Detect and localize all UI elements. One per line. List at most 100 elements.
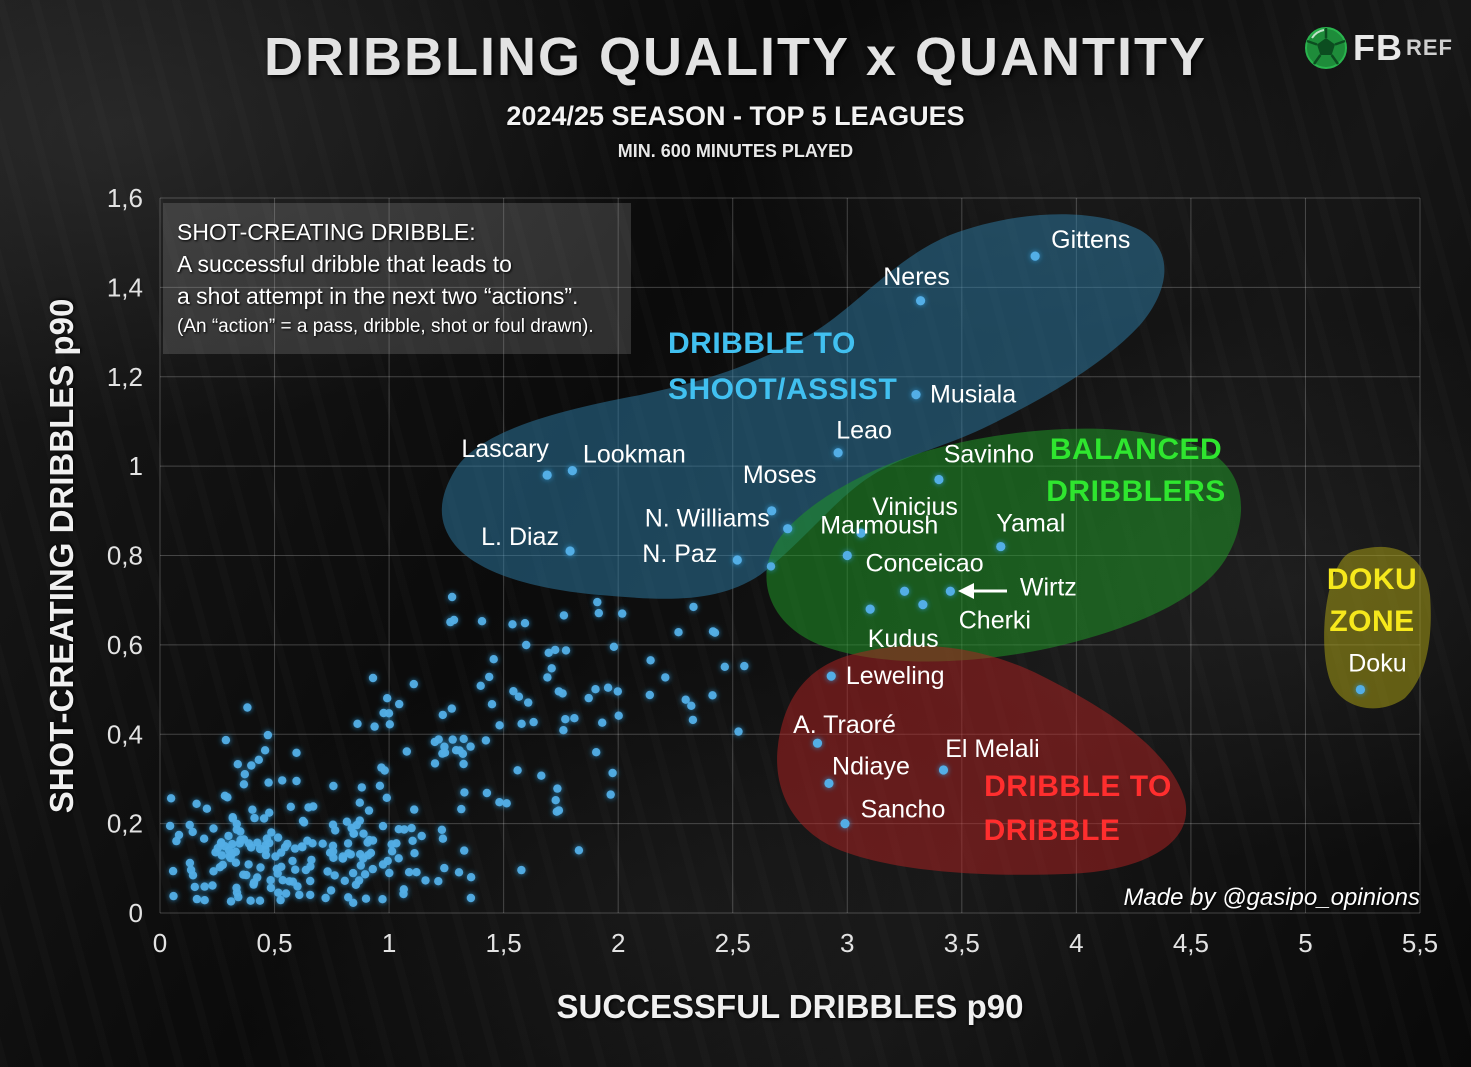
labeled-player-dots-layer	[542, 251, 1366, 829]
data-point	[487, 700, 497, 709]
data-point	[460, 788, 469, 797]
data-point	[603, 683, 613, 692]
data-point	[274, 888, 283, 897]
data-point	[306, 862, 315, 871]
data-point	[281, 889, 291, 898]
player-dot	[918, 600, 928, 610]
data-point	[278, 876, 287, 885]
player-dot	[732, 555, 742, 565]
data-point	[451, 746, 461, 755]
data-point	[264, 778, 273, 787]
player-label: Lookman	[583, 441, 686, 469]
credit-line: Made by @gasipo_opinions	[1123, 884, 1420, 911]
player-label: A. Traoré	[793, 711, 896, 739]
data-point	[308, 839, 317, 848]
data-point	[232, 883, 241, 892]
data-point	[273, 833, 283, 842]
data-point	[459, 734, 468, 744]
data-point	[537, 771, 546, 780]
data-point	[378, 895, 387, 904]
definition-title: SHOT-CREATING DRIBBLE:	[177, 219, 476, 245]
data-point	[710, 628, 720, 637]
data-point	[384, 709, 394, 718]
data-point	[297, 842, 307, 851]
data-point	[614, 711, 623, 720]
data-point	[190, 882, 199, 892]
data-point	[355, 798, 364, 807]
zone-doku	[1324, 546, 1431, 709]
data-point	[598, 718, 607, 727]
data-point	[385, 720, 394, 729]
player-dot	[565, 546, 575, 556]
data-point	[529, 717, 538, 727]
data-point	[200, 882, 209, 891]
data-point	[360, 870, 370, 879]
player-dot	[842, 550, 852, 561]
data-point	[346, 850, 355, 859]
player-label: Kudus	[868, 625, 939, 653]
data-point	[266, 883, 276, 893]
data-point	[286, 802, 295, 811]
data-point	[185, 858, 195, 868]
x-tick-label: 4,5	[1173, 928, 1209, 958]
data-point	[434, 877, 443, 886]
data-point	[392, 839, 401, 848]
data-point	[221, 735, 231, 745]
data-point	[165, 821, 175, 831]
data-point	[476, 681, 485, 690]
data-point	[421, 876, 430, 885]
data-point	[288, 856, 297, 866]
data-point	[243, 703, 252, 712]
data-point	[234, 892, 243, 902]
data-point	[481, 736, 491, 745]
player-dot	[865, 604, 875, 614]
page-title: DRIBBLING QUALITY x QUANTITY	[263, 27, 1208, 87]
data-point	[454, 868, 464, 877]
x-tick-label: 3	[840, 928, 854, 958]
data-point	[340, 876, 349, 885]
data-point	[466, 742, 475, 751]
data-point	[509, 687, 518, 696]
data-point	[329, 781, 338, 791]
data-point	[466, 893, 476, 903]
data-point	[292, 748, 301, 757]
data-point	[169, 891, 178, 901]
player-dot	[567, 465, 577, 476]
data-point	[354, 876, 364, 885]
data-point	[209, 867, 218, 876]
y-tick-label: 0,8	[107, 541, 143, 571]
player-dot	[945, 586, 955, 596]
data-point	[689, 602, 698, 612]
data-point	[265, 808, 274, 817]
data-point	[584, 693, 593, 703]
player-label: Moses	[743, 461, 817, 489]
data-point	[236, 827, 245, 836]
data-point	[325, 848, 335, 857]
data-point	[482, 788, 492, 798]
data-point	[267, 828, 276, 837]
data-point	[344, 893, 353, 902]
data-point	[508, 620, 517, 629]
y-tick-label: 1,4	[107, 272, 143, 302]
data-point	[168, 866, 178, 876]
data-point	[458, 749, 468, 758]
player-label: Conceicao	[865, 549, 983, 577]
data-point	[708, 691, 717, 700]
data-point	[574, 846, 584, 855]
player-label: N. Williams	[645, 505, 770, 533]
data-point	[383, 694, 392, 703]
data-point	[502, 799, 511, 808]
data-point	[552, 807, 561, 816]
zone-label-balanced-line2: DRIBBLERS	[1046, 475, 1226, 508]
data-point	[382, 793, 391, 802]
data-point	[561, 715, 570, 724]
zone-label-balanced-line1: BALANCED	[1050, 433, 1222, 466]
player-label: Vinicius	[872, 493, 958, 521]
zone-label-doku-line2: ZONE	[1329, 605, 1414, 638]
player-dot	[911, 390, 921, 400]
data-point	[514, 692, 524, 701]
player-label: Savinho	[944, 441, 1034, 469]
data-point	[209, 824, 218, 833]
data-point	[608, 768, 617, 778]
definition-line-3: a shot attempt in the next two “actions”…	[177, 283, 579, 309]
